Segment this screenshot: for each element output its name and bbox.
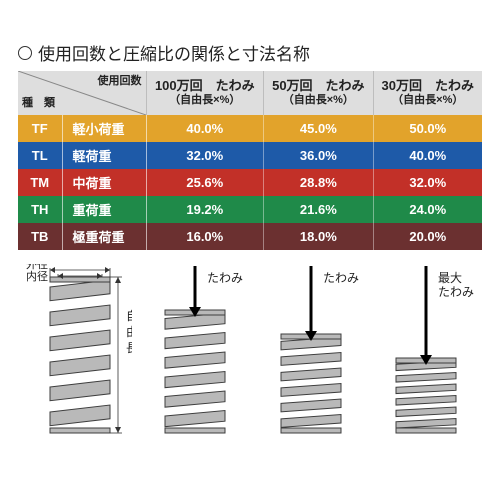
row-v50: 18.0% [264, 223, 373, 250]
row-code: TF [18, 115, 62, 142]
title-bullet [18, 46, 32, 60]
row-code: TM [18, 169, 62, 196]
svg-text:由: 由 [126, 325, 132, 339]
row-code: TL [18, 142, 62, 169]
table-header-row: 使用回数 種 類 100万回 たわみ （自由長×%） 50万回 たわみ （自由長… [18, 71, 482, 115]
row-load: 中荷重 [62, 169, 146, 196]
header-type: 種 類 [22, 97, 55, 111]
row-v50: 28.8% [264, 169, 373, 196]
spring-svg: たわみ [137, 264, 247, 444]
svg-text:自: 自 [126, 309, 132, 323]
col0-top: 100万回 たわみ [155, 78, 255, 93]
svg-text:外径: 外径 [26, 264, 48, 271]
row-v100: 16.0% [146, 223, 264, 250]
svg-text:たわみ: たわみ [438, 285, 474, 299]
row-v30: 40.0% [373, 142, 482, 169]
row-v30: 50.0% [373, 115, 482, 142]
spring-svg: 最大たわみ [368, 264, 478, 444]
spring-panel: たわみ [253, 264, 362, 444]
row-v50: 21.6% [264, 196, 373, 223]
svg-text:たわみ: たわみ [207, 271, 243, 285]
row-v50: 45.0% [264, 115, 373, 142]
row-code: TH [18, 196, 62, 223]
col0-sub: （自由長×%） [149, 94, 262, 108]
compression-table: 使用回数 種 類 100万回 たわみ （自由長×%） 50万回 たわみ （自由長… [18, 71, 482, 250]
row-load: 極重荷重 [62, 223, 146, 250]
row-v100: 19.2% [146, 196, 264, 223]
row-v100: 40.0% [146, 115, 264, 142]
col1-sub: （自由長×%） [266, 94, 370, 108]
col-header-0: 100万回 たわみ （自由長×%） [146, 71, 264, 115]
svg-text:たわみ: たわみ [323, 271, 359, 285]
svg-text:最大: 最大 [438, 271, 462, 285]
row-v100: 32.0% [146, 142, 264, 169]
col2-top: 30万回 たわみ [382, 78, 474, 93]
row-load: 重荷重 [62, 196, 146, 223]
table-row: TM中荷重25.6%28.8%32.0% [18, 169, 482, 196]
col-header-2: 30万回 たわみ （自由長×%） [373, 71, 482, 115]
row-v100: 25.6% [146, 169, 264, 196]
svg-text:内径: 内径 [26, 269, 48, 283]
col-header-1: 50万回 たわみ （自由長×%） [264, 71, 373, 115]
spring-diagrams: 外径内径自由長たわみたわみ最大たわみ [18, 264, 482, 444]
row-load: 軽小荷重 [62, 115, 146, 142]
page-title: 使用回数と圧縮比の関係と寸法名称 [38, 40, 310, 65]
spring-panel: たわみ [138, 264, 247, 444]
spring-panel: 外径内径自由長 [22, 264, 131, 444]
page-title-row: 使用回数と圧縮比の関係と寸法名称 [18, 40, 482, 65]
row-load: 軽荷重 [62, 142, 146, 169]
table-row: TF軽小荷重40.0%45.0%50.0% [18, 115, 482, 142]
row-v50: 36.0% [264, 142, 373, 169]
row-v30: 20.0% [373, 223, 482, 250]
header-usage: 使用回数 [98, 75, 142, 89]
table-row: TB極重荷重16.0%18.0%20.0% [18, 223, 482, 250]
row-v30: 32.0% [373, 169, 482, 196]
svg-text:長: 長 [126, 341, 132, 355]
col2-sub: （自由長×%） [376, 94, 480, 108]
spring-panel: 最大たわみ [369, 264, 478, 444]
row-v30: 24.0% [373, 196, 482, 223]
spring-svg: 外径内径自由長 [22, 264, 132, 444]
spring-svg: たわみ [253, 264, 363, 444]
table-row: TL軽荷重32.0%36.0%40.0% [18, 142, 482, 169]
row-code: TB [18, 223, 62, 250]
table-row: TH重荷重19.2%21.6%24.0% [18, 196, 482, 223]
col1-top: 50万回 たわみ [272, 78, 364, 93]
